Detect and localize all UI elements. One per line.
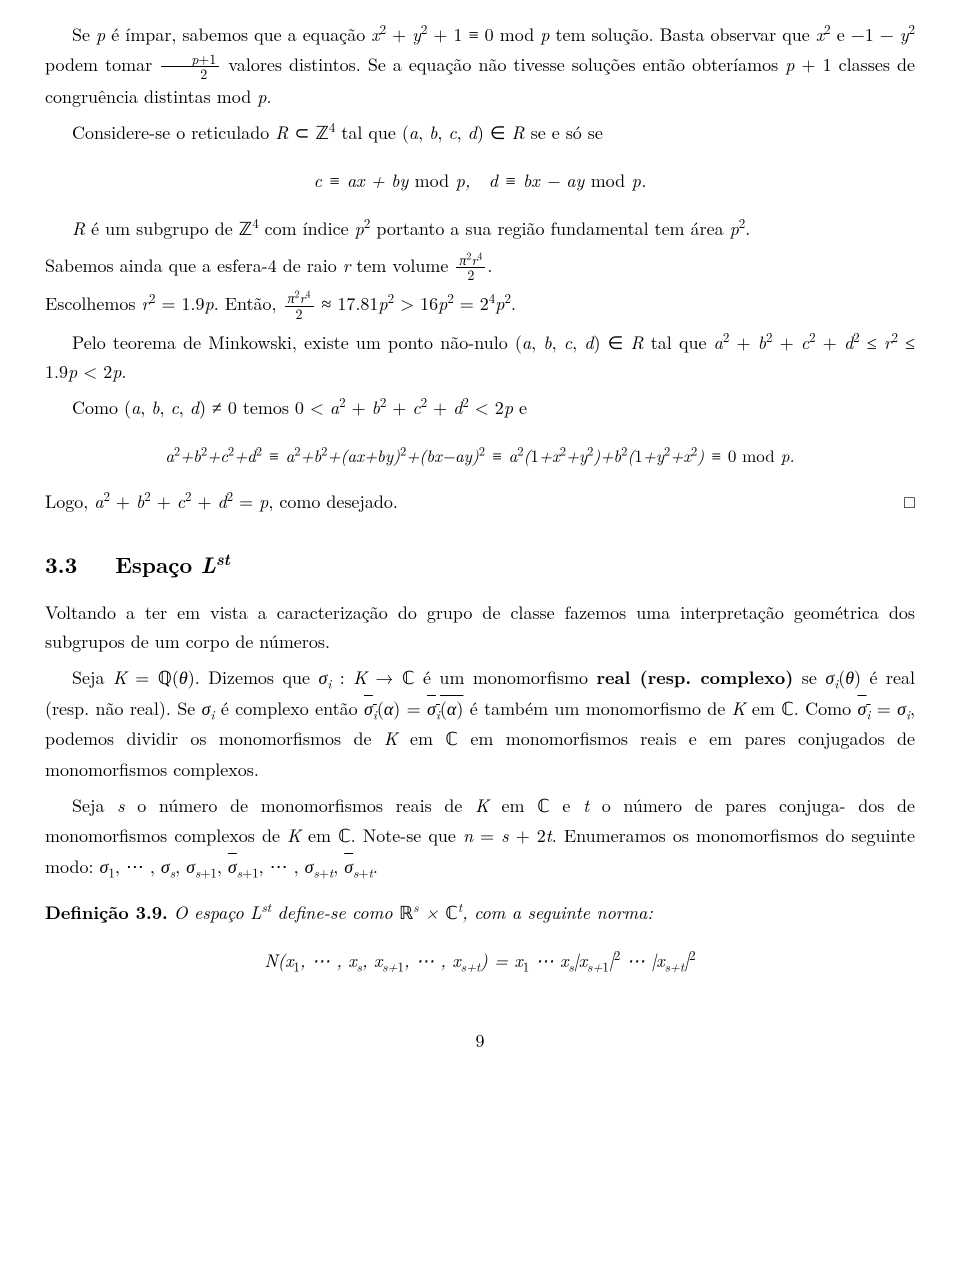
paragraph-6: Logo, a2 + b2 + c2 + d2 = p, como deseja… — [45, 487, 915, 517]
paragraph-1: Se p é ímpar, sabemos que a equação x2 +… — [45, 20, 915, 112]
display-equation-1: c ≡ ax + by mod p, d ≡ bx − ay mod p. — [45, 166, 915, 196]
paragraph-5: Como (a, b, c, d) ≠ 0 temos 0 < a2 + b2 … — [45, 393, 915, 423]
display-equation-2: a2+b2+c2+d2 ≡ a2+b2+(ax+by)2+(bx−ay)2 ≡ … — [45, 441, 915, 469]
qed-icon: □ — [904, 487, 915, 517]
paragraph-3b: Sabemos ainda que a esfera-4 de raio r t… — [45, 251, 915, 283]
page-number: 9 — [45, 1026, 915, 1056]
display-equation-3: N(x1, ⋯ , xs, xs+1, ⋯ , xs+t) = x1 ⋯ xs|… — [45, 946, 915, 976]
section-heading: 3.3 Espaço Lst — [45, 546, 915, 583]
paragraph-4: Pelo teorema de Minkowski, existe um pon… — [45, 328, 915, 387]
section-number: 3.3 — [45, 549, 77, 580]
definition-3-9: Definição 3.9. O espaço Lst define-se co… — [45, 898, 915, 929]
paragraph-3c: Escolhemos r2 = 1.9p. Então, π2r42 ≈ 17.… — [45, 289, 915, 321]
paragraph-7: Voltando a ter em vista a caracterização… — [45, 598, 915, 657]
paragraph-9: Seja s o número de monomorfismos reais d… — [45, 791, 915, 882]
paragraph-2: Considere-se o reticulado R ⊂ ℤ4 tal que… — [45, 118, 915, 149]
definition-label: Definição 3.9. — [45, 900, 168, 925]
paragraph-8: Seja K = ℚ(θ). Dizemos que σi : K → ℂ é … — [45, 663, 915, 785]
paragraph-3a: R é um subgrupo de ℤ4 com índice p2 port… — [45, 214, 915, 245]
